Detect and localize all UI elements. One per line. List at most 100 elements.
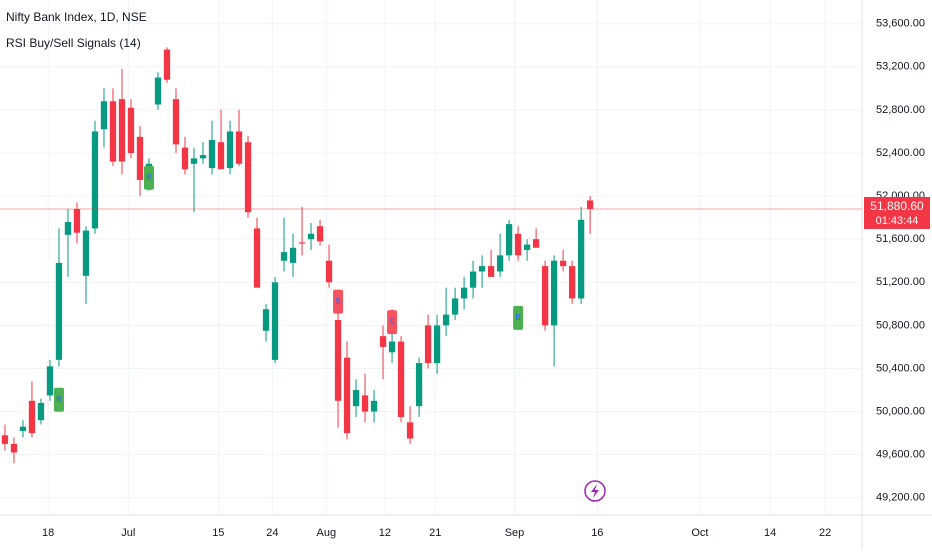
candle-body <box>433 325 441 364</box>
chart-title: Nifty Bank Index, 1D, NSE <box>6 10 147 24</box>
x-tick-label: 22 <box>819 527 831 539</box>
signal-marker <box>143 165 154 190</box>
candle-body <box>586 200 594 209</box>
candle-body <box>541 266 549 326</box>
x-tick-label: Sep <box>505 527 525 539</box>
candle-body <box>73 209 81 233</box>
candle-body <box>361 395 369 412</box>
candle-body <box>505 224 513 256</box>
y-tick-label: 49,600.00 <box>876 449 925 461</box>
signal-marker <box>387 310 398 335</box>
candle-body <box>442 314 450 326</box>
countdown-label: 01:43:44 <box>876 215 919 227</box>
candle-body <box>271 282 279 360</box>
signal-marker <box>333 289 344 314</box>
lightning-icon <box>584 480 606 502</box>
signal-label: B <box>146 173 151 182</box>
candle-body <box>523 244 531 250</box>
price-label: 51,880.60 <box>870 199 924 213</box>
candle-body <box>352 390 360 407</box>
y-tick-label: 53,600.00 <box>876 18 925 30</box>
candle-body <box>118 99 126 162</box>
candle-body <box>64 221 72 235</box>
candle-body <box>280 252 288 261</box>
candle-body <box>370 400 378 412</box>
candle-body <box>244 142 252 213</box>
candle-body <box>478 266 486 272</box>
candle-body <box>235 131 243 164</box>
y-tick-label: 53,200.00 <box>876 61 925 73</box>
candle-body <box>298 242 306 244</box>
signal-marker <box>53 387 64 412</box>
candle-body <box>343 357 351 434</box>
y-tick-label: 49,200.00 <box>876 492 925 504</box>
candle-body <box>163 49 171 80</box>
candle-body <box>388 341 396 353</box>
candle-body <box>82 230 90 276</box>
candle-body <box>127 107 135 153</box>
grid <box>0 0 862 515</box>
candle-body <box>100 101 108 130</box>
candle-body <box>406 422 414 439</box>
y-tick-label: 50,000.00 <box>876 405 925 417</box>
indicator-label: RSI Buy/Sell Signals (14) <box>6 36 141 50</box>
candle-body <box>451 298 459 315</box>
candle-body <box>496 255 504 272</box>
candle-body <box>217 142 225 170</box>
candle-body <box>514 233 522 256</box>
candle-body <box>109 101 117 162</box>
y-tick-label: 50,800.00 <box>876 319 925 331</box>
candle-body <box>253 228 261 288</box>
x-tick-label: 21 <box>429 527 441 539</box>
candle-body <box>568 266 576 299</box>
price-label-box <box>864 196 930 229</box>
candle-body <box>559 260 567 267</box>
candle-body <box>289 247 297 263</box>
x-tick-label: 15 <box>212 527 224 539</box>
candle-body <box>172 99 180 145</box>
candle-body <box>316 226 324 242</box>
candle-body <box>181 147 189 170</box>
y-tick-label: 52,800.00 <box>876 104 925 116</box>
candle-body <box>208 140 216 169</box>
candle-body <box>55 262 63 360</box>
y-tick-label: 51,600.00 <box>876 233 925 245</box>
x-tick-label: 24 <box>266 527 278 539</box>
y-tick-label: 52,400.00 <box>876 147 925 159</box>
candle-body <box>307 233 315 240</box>
x-tick-label: 12 <box>379 527 391 539</box>
candle-body <box>424 325 432 364</box>
marks: B B S S B <box>1 47 594 464</box>
signal-label: B <box>56 395 61 404</box>
candle-body <box>37 402 45 421</box>
candle-body <box>1 435 9 444</box>
signal-label: B <box>515 313 520 322</box>
candle-body <box>91 131 99 229</box>
signal-label: S <box>389 317 394 326</box>
candle-body <box>379 336 387 347</box>
x-tick-label: 14 <box>764 527 776 539</box>
candle-body <box>550 260 558 326</box>
candle-body <box>46 366 54 396</box>
candle-body <box>226 131 234 169</box>
candle-body <box>415 363 423 407</box>
candle-body <box>10 443 18 453</box>
candle-body <box>460 287 468 299</box>
candle-body <box>325 260 333 283</box>
candle-body <box>397 341 405 417</box>
x-tick-label: Aug <box>317 527 337 539</box>
candle-body <box>190 158 198 164</box>
candle-body <box>334 319 342 401</box>
x-tick-label: Jul <box>121 527 135 539</box>
x-tick-label: Oct <box>691 527 708 539</box>
signal-marker <box>513 305 524 330</box>
candle-body <box>487 266 495 277</box>
y-tick-label: 51,200.00 <box>876 276 925 288</box>
x-tick-label: 18 <box>42 527 54 539</box>
candle-body <box>262 309 270 331</box>
candle-body <box>577 219 585 299</box>
candle-body <box>532 239 540 248</box>
